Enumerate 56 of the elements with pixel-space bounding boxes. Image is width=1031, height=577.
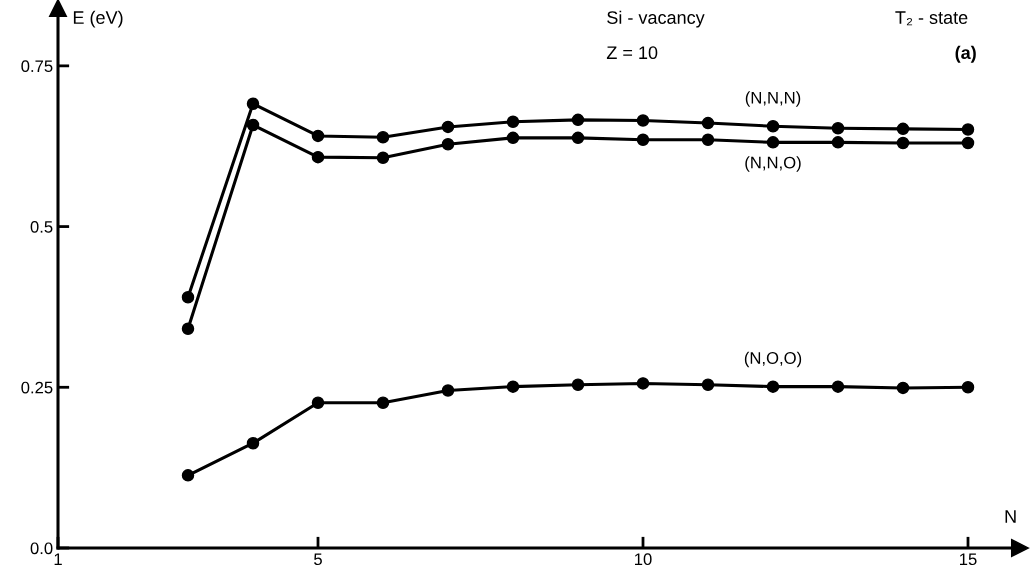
x-tick-label: 5 [314,553,322,566]
point [896,122,910,136]
series-label: (N,N,N) [745,91,801,107]
point [701,116,715,130]
y-tick-label: 0.25 [21,381,53,394]
point [246,436,260,450]
y-tick-label: 0.0 [30,542,53,555]
point [311,150,325,164]
point [636,377,650,390]
point [701,133,715,147]
annotation: Si - vacancy [607,10,705,28]
point [896,136,910,150]
x-tick-label: 15 [960,553,977,566]
point [311,129,325,143]
point [701,378,715,391]
point [831,380,845,393]
point [246,97,260,111]
point [831,136,845,149]
y-tick-label: 0.5 [30,220,53,233]
point [376,151,390,165]
point [506,380,520,393]
point [961,123,975,136]
series-label: (N,N,O) [745,156,801,172]
annotation: Z = 10 [606,46,658,60]
point [181,469,195,482]
point [766,120,780,133]
point [961,381,975,394]
annotation: T₂ - state [895,11,968,26]
x-axis-title: N [1005,510,1016,523]
point [571,378,585,391]
annotation: (a) [955,45,976,63]
point [181,291,195,304]
point [766,136,780,149]
point [376,396,390,409]
point [441,138,455,151]
point [506,131,520,145]
series-label: (N,O,O) [744,351,802,368]
point [571,131,585,145]
point [506,115,520,129]
point [441,384,455,397]
point [441,120,455,134]
y-tick-label: 0.75 [21,60,53,73]
point [896,381,910,395]
point [246,118,260,132]
point [766,380,780,393]
y-axis-title: E (eV) [73,10,123,28]
point [961,136,975,150]
point [376,130,390,144]
point [636,114,650,127]
point [636,133,650,147]
x-tick-label: 1 [54,553,62,565]
x-tick-label: 10 [635,553,652,566]
point [181,322,195,336]
point [311,396,325,409]
point [571,113,585,127]
point [831,121,845,135]
